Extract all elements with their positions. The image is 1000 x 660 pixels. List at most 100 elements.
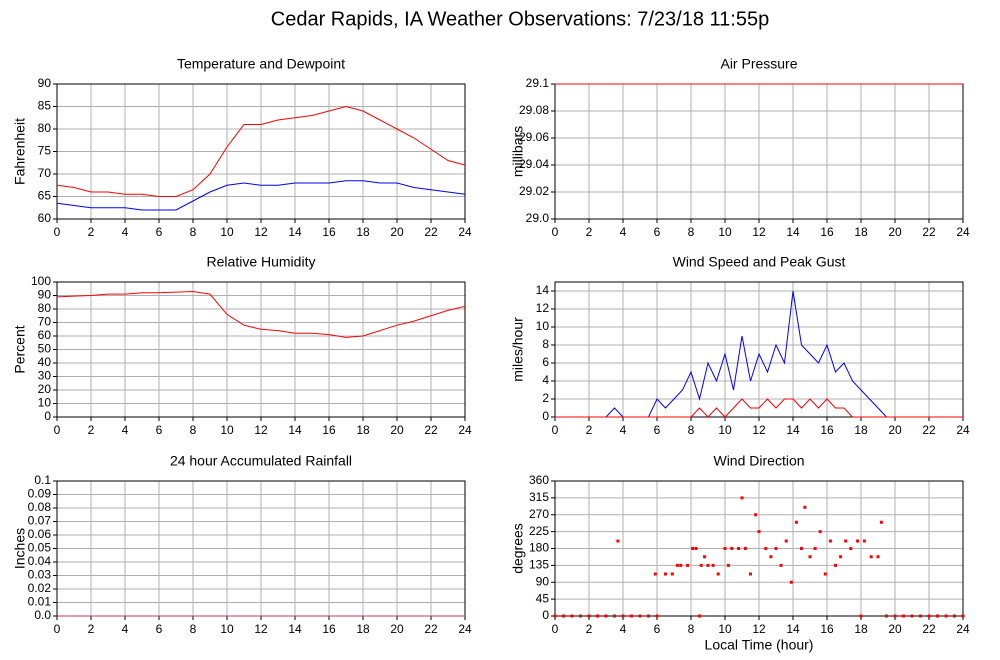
y-tick-label: 8 xyxy=(542,337,549,351)
x-tick-label: 16 xyxy=(322,622,336,636)
x-tick-label: 12 xyxy=(752,622,766,636)
x-tick-label: 14 xyxy=(288,622,302,636)
y-tick-label: 29.06 xyxy=(519,130,549,144)
x-tick-label: 22 xyxy=(424,622,438,636)
data-point xyxy=(808,555,812,559)
y-tick-label: 29.02 xyxy=(519,184,549,198)
y-tick-label: 80 xyxy=(38,301,52,315)
panel-title: Wind Direction xyxy=(713,453,804,469)
x-tick-label: 10 xyxy=(220,622,234,636)
x-tick-label: 12 xyxy=(752,423,766,437)
x-tick-label: 20 xyxy=(390,225,404,239)
x-tick-label: 6 xyxy=(156,423,163,437)
data-point xyxy=(587,614,591,618)
x-tick-label: 0 xyxy=(54,622,61,636)
y-axis-label: Inches xyxy=(12,528,28,569)
x-tick-label: 22 xyxy=(424,225,438,239)
y-tick-label: 2 xyxy=(542,391,549,405)
x-tick-label: 18 xyxy=(854,423,868,437)
data-point xyxy=(834,563,837,567)
data-point xyxy=(711,563,715,567)
data-point xyxy=(604,614,608,618)
data-point xyxy=(740,496,744,500)
x-tick-label: 24 xyxy=(458,423,472,437)
data-point xyxy=(859,614,863,618)
x-tick-label: 14 xyxy=(786,622,800,636)
y-tick-label: 29.0 xyxy=(526,211,550,225)
data-point xyxy=(902,614,905,618)
data-point xyxy=(961,614,965,618)
data-point xyxy=(757,530,761,534)
x-tick-label: 10 xyxy=(220,225,234,239)
y-tick-label: 0.03 xyxy=(28,568,52,582)
data-point xyxy=(706,563,710,567)
x-tick-label: 4 xyxy=(620,622,627,636)
data-point xyxy=(769,555,773,559)
data-point xyxy=(784,539,788,543)
data-point xyxy=(675,563,679,567)
data-point xyxy=(653,572,657,576)
y-tick-label: 0.06 xyxy=(28,527,52,541)
x-tick-label: 14 xyxy=(786,423,800,437)
x-tick-label: 18 xyxy=(356,622,370,636)
x-tick-label: 10 xyxy=(718,622,732,636)
data-point xyxy=(686,563,690,567)
y-tick-label: 50 xyxy=(38,342,52,356)
data-point xyxy=(638,614,642,618)
data-point xyxy=(670,572,674,576)
y-tick-label: 315 xyxy=(529,490,549,504)
x-tick-label: 2 xyxy=(586,225,593,239)
panel-title: Temperature and Dewpoint xyxy=(177,56,345,72)
y-tick-label: 90 xyxy=(536,574,550,588)
x-tick-label: 2 xyxy=(586,423,593,437)
x-tick-label: 16 xyxy=(820,423,834,437)
x-tick-label: 22 xyxy=(424,423,438,437)
x-tick-label: 18 xyxy=(356,423,370,437)
data-line xyxy=(56,180,466,211)
x-tick-label: 16 xyxy=(322,225,336,239)
x-tick-label: 10 xyxy=(718,423,732,437)
y-tick-label: 0.05 xyxy=(28,541,52,555)
data-point xyxy=(698,614,701,618)
y-tick-label: 70 xyxy=(38,166,52,180)
x-tick-label: 14 xyxy=(288,423,302,437)
y-tick-label: 80 xyxy=(38,121,52,135)
data-point xyxy=(613,614,616,618)
y-tick-label: 0.08 xyxy=(28,500,52,514)
panel-title: Wind Speed and Peak Gust xyxy=(673,254,846,270)
data-point xyxy=(823,572,827,576)
x-tick-label: 20 xyxy=(888,225,902,239)
data-point xyxy=(856,539,860,543)
y-tick-label: 30 xyxy=(38,369,52,383)
y-tick-label: 135 xyxy=(529,558,549,572)
data-point xyxy=(879,520,883,524)
data-point xyxy=(844,539,848,543)
data-point xyxy=(818,530,822,534)
data-point xyxy=(570,614,574,618)
y-tick-label: 29.08 xyxy=(519,103,549,117)
data-point xyxy=(927,614,931,618)
x-tick-label: 18 xyxy=(356,225,370,239)
y-tick-label: 60 xyxy=(38,211,52,225)
data-point xyxy=(616,539,620,543)
x-tick-label: 20 xyxy=(390,423,404,437)
x-tick-label: 6 xyxy=(156,225,163,239)
data-point xyxy=(839,555,843,559)
y-tick-label: 0.02 xyxy=(28,581,52,595)
data-point xyxy=(800,547,803,550)
y-tick-label: 6 xyxy=(542,355,549,369)
x-tick-label: 20 xyxy=(888,423,902,437)
y-tick-label: 10 xyxy=(536,319,550,333)
x-tick-label: 6 xyxy=(654,622,661,636)
data-point xyxy=(553,614,557,618)
y-tick-label: 0 xyxy=(542,608,549,622)
data-point xyxy=(764,547,768,550)
x-tick-label: 0 xyxy=(552,423,559,437)
x-tick-label: 24 xyxy=(956,225,970,239)
data-point xyxy=(893,614,897,618)
y-tick-label: 0.1 xyxy=(34,473,51,487)
y-tick-label: 0.0 xyxy=(34,608,51,622)
data-point xyxy=(723,547,727,550)
x-tick-label: 8 xyxy=(190,423,197,437)
